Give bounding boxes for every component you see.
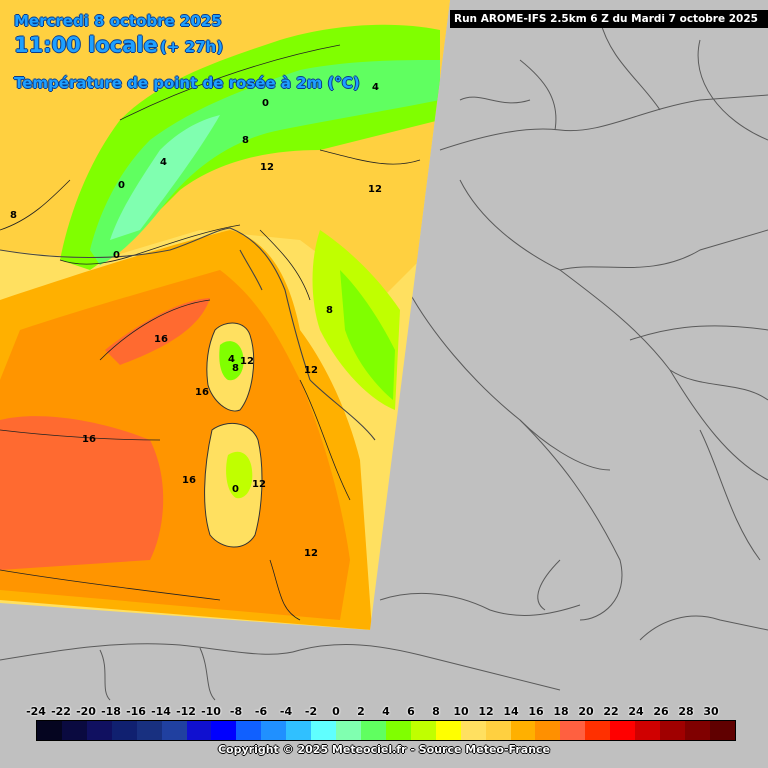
contour-label: 0 bbox=[232, 484, 239, 495]
contour-label: 12 bbox=[368, 184, 382, 195]
legend-swatch bbox=[61, 721, 87, 740]
color-legend bbox=[36, 720, 736, 741]
contour-label: 0 bbox=[262, 98, 269, 109]
contour-label: 12 bbox=[240, 356, 254, 367]
legend-swatch bbox=[485, 721, 511, 740]
legend-tick: 4 bbox=[382, 705, 390, 718]
legend-ticks: -24 -22 -20 -18 -16 -14 -12 -10 -8 -6 -4 -2 0 2 4 6 8 10 1… bbox=[26, 705, 736, 719]
legend-tick: -8 bbox=[229, 705, 243, 718]
legend-swatch bbox=[460, 721, 486, 740]
legend-swatch bbox=[709, 721, 735, 740]
legend-swatch bbox=[311, 721, 337, 740]
legend-swatch bbox=[37, 721, 62, 740]
legend-tick: 10 bbox=[453, 705, 469, 718]
contour-label: 12 bbox=[304, 365, 318, 376]
contour-label: 12 bbox=[260, 162, 274, 173]
contour-label: 4 bbox=[160, 157, 167, 168]
legend-swatch bbox=[435, 721, 461, 740]
contour-label: 16 bbox=[82, 434, 96, 445]
forecast-local-time: 11:00 locale bbox=[14, 33, 158, 57]
legend-swatch bbox=[211, 721, 237, 740]
contour-label: 16 bbox=[182, 475, 196, 486]
legend-swatch bbox=[161, 721, 187, 740]
legend-tick: -20 bbox=[76, 705, 96, 718]
legend-tick: 16 bbox=[528, 705, 544, 718]
legend-tick: 2 bbox=[357, 705, 365, 718]
legend-swatch bbox=[186, 721, 212, 740]
legend-tick: 24 bbox=[628, 705, 644, 718]
contour-label: 8 bbox=[242, 135, 249, 146]
legend-swatch bbox=[111, 721, 137, 740]
legend-tick: 14 bbox=[503, 705, 519, 718]
contour-label: 12 bbox=[304, 548, 318, 559]
legend-tick: 22 bbox=[603, 705, 619, 718]
legend-tick: 28 bbox=[678, 705, 694, 718]
legend-swatch bbox=[86, 721, 112, 740]
contour-label: 8 bbox=[326, 305, 333, 316]
legend-tick: -12 bbox=[176, 705, 196, 718]
contour-label: 8 bbox=[10, 210, 17, 221]
outside-borders bbox=[0, 19, 768, 701]
legend-tick: -10 bbox=[201, 705, 221, 718]
contour-label: 4 bbox=[372, 82, 379, 93]
legend-swatch bbox=[236, 721, 262, 740]
legend-swatch bbox=[510, 721, 536, 740]
legend-tick: -6 bbox=[254, 705, 268, 718]
legend-swatch bbox=[560, 721, 586, 740]
contour-label: 16 bbox=[154, 334, 168, 345]
forecast-lead-time: (+ 27h) bbox=[160, 38, 224, 56]
legend-tick: 8 bbox=[432, 705, 440, 718]
contour-label: 8 bbox=[232, 363, 239, 374]
legend-tick: 26 bbox=[653, 705, 669, 718]
legend-swatch bbox=[286, 721, 312, 740]
legend-tick: -16 bbox=[126, 705, 146, 718]
legend-swatch bbox=[410, 721, 436, 740]
contour-label: 4 bbox=[228, 354, 235, 365]
legend-tick: 18 bbox=[553, 705, 569, 718]
legend-swatch bbox=[385, 721, 411, 740]
model-domain bbox=[0, 0, 450, 630]
run-info-bar: Run AROME-IFS 2.5km 6 Z du Mardi 7 octob… bbox=[450, 10, 768, 28]
contour-label: 16 bbox=[195, 387, 209, 398]
legend-tick: 20 bbox=[578, 705, 594, 718]
legend-swatch bbox=[336, 721, 361, 740]
legend-swatch bbox=[684, 721, 710, 740]
legend-swatch bbox=[660, 721, 685, 740]
legend-swatch bbox=[261, 721, 287, 740]
legend-tick: -22 bbox=[51, 705, 71, 718]
legend-swatch bbox=[360, 721, 386, 740]
contour-label: 0 bbox=[118, 180, 125, 191]
legend-tick: -24 bbox=[26, 705, 46, 718]
legend-tick: 0 bbox=[332, 705, 340, 718]
legend-tick: 12 bbox=[478, 705, 494, 718]
legend-tick: 30 bbox=[703, 705, 719, 718]
variable-title: Température de point de rosée à 2m (°C) bbox=[14, 74, 360, 92]
contour-labels: 16 16 16 16 12 12 12 12 12 12 8 8 8 8 4 … bbox=[10, 82, 382, 559]
legend-tick: 6 bbox=[407, 705, 415, 718]
legend-swatch bbox=[585, 721, 611, 740]
contour-label: 0 bbox=[113, 250, 120, 261]
contour-label: 12 bbox=[252, 479, 266, 490]
copyright-text: Copyright © 2025 Meteociel.fr - Source M… bbox=[217, 743, 551, 756]
legend-swatch bbox=[635, 721, 661, 740]
forecast-date: Mercredi 8 octobre 2025 bbox=[14, 12, 222, 30]
legend-tick: -4 bbox=[279, 705, 293, 718]
legend-tick: -18 bbox=[101, 705, 121, 718]
legend-tick: -2 bbox=[304, 705, 318, 718]
legend-swatch bbox=[535, 721, 561, 740]
legend-tick: -14 bbox=[151, 705, 171, 718]
legend-swatch bbox=[136, 721, 162, 740]
legend-swatch bbox=[610, 721, 636, 740]
